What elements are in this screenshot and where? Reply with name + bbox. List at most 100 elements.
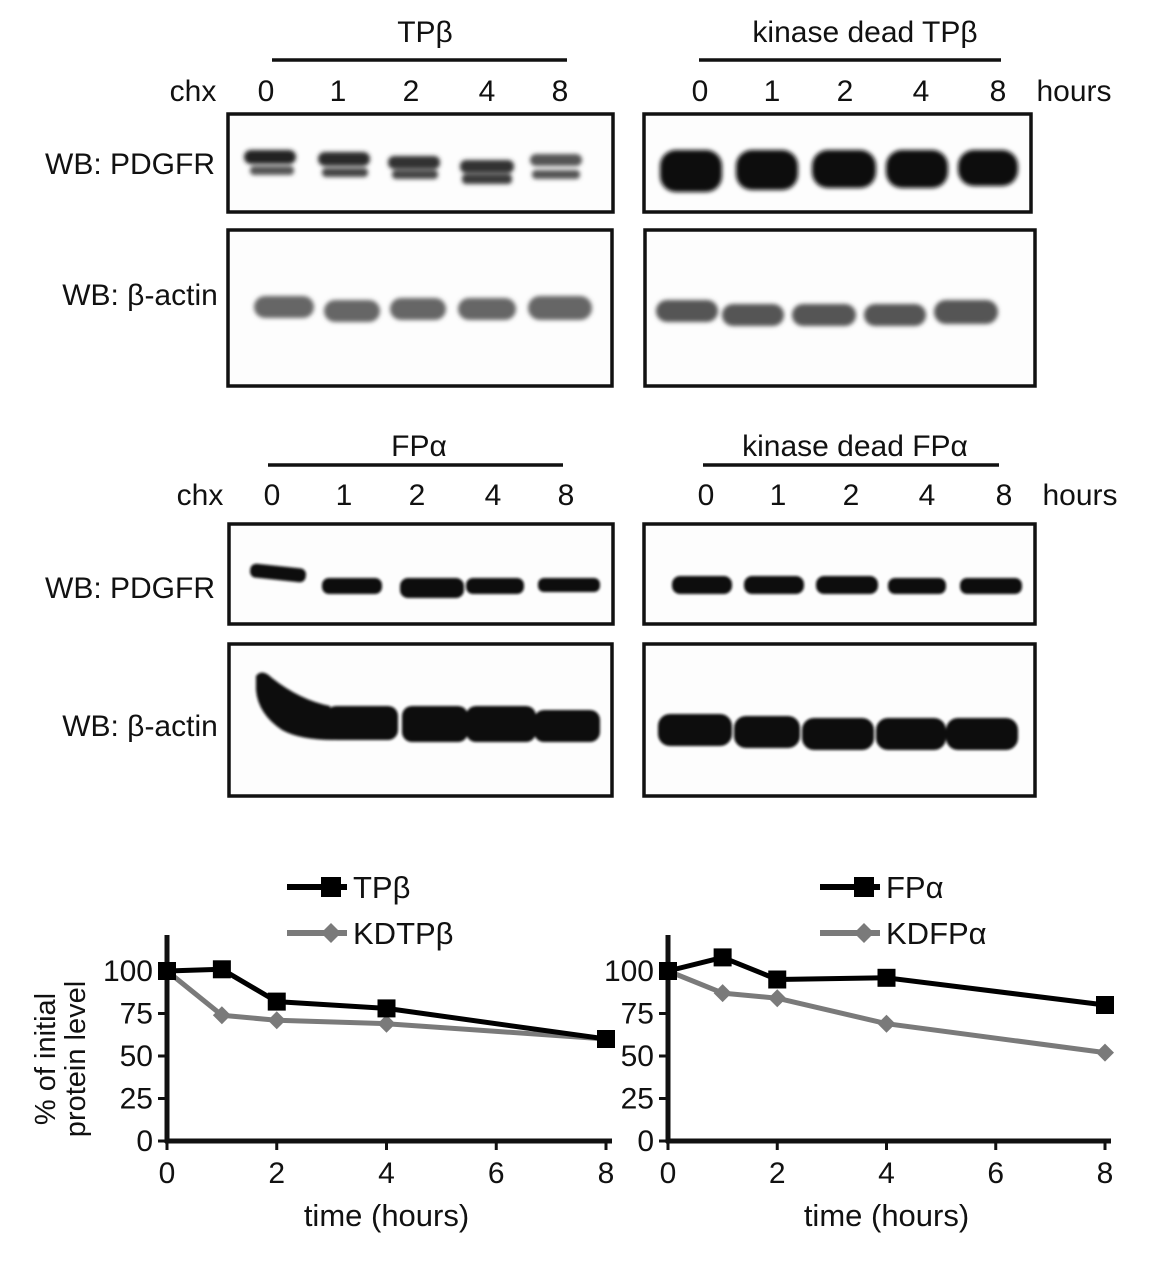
legend-marker bbox=[854, 923, 874, 943]
group-title: TPβ bbox=[397, 16, 453, 49]
lane-label: 4 bbox=[913, 75, 930, 108]
lane-label: 2 bbox=[409, 479, 426, 512]
x-tick-label: 8 bbox=[1097, 1157, 1114, 1190]
data-point bbox=[1096, 996, 1114, 1014]
legend-marker bbox=[321, 923, 341, 943]
lane-label: 2 bbox=[837, 75, 854, 108]
lane-label: 4 bbox=[485, 479, 502, 512]
blot-group-kinase-dead-tpb: kinase dead TPβ 0 1 2 4 8 hours bbox=[642, 16, 1112, 388]
lane-label: 1 bbox=[770, 479, 787, 512]
lane-label: 0 bbox=[264, 479, 281, 512]
x-tick-label: 4 bbox=[878, 1157, 895, 1190]
x-tick-label: 8 bbox=[598, 1157, 615, 1190]
lane-label: 8 bbox=[552, 75, 569, 108]
y-tick-label: 50 bbox=[120, 1040, 153, 1073]
x-tick-label: 2 bbox=[769, 1157, 786, 1190]
legend-label: TPβ bbox=[353, 870, 410, 905]
blot-group-tpb: TPβ chx 0 1 2 4 8 WB: PDGFR WB: β-actin bbox=[45, 16, 615, 388]
legend-label: KDFPα bbox=[886, 916, 987, 951]
data-point bbox=[597, 1030, 615, 1048]
row-label: WB: β-actin bbox=[62, 279, 218, 312]
y-tick-label: 25 bbox=[621, 1083, 654, 1116]
data-point bbox=[877, 1014, 896, 1033]
row-label: WB: PDGFR bbox=[45, 148, 215, 181]
y-tick-label: 0 bbox=[637, 1125, 654, 1158]
lane-label: 8 bbox=[990, 75, 1007, 108]
group-title: FPα bbox=[391, 430, 447, 463]
lane-label: 0 bbox=[698, 479, 715, 512]
row-label: WB: β-actin bbox=[62, 710, 218, 743]
chx-label: chx bbox=[170, 75, 217, 108]
y-tick-label: 100 bbox=[103, 955, 153, 988]
lane-label: 0 bbox=[692, 75, 709, 108]
x-axis-label: time (hours) bbox=[304, 1198, 469, 1233]
unit-label: hours bbox=[1036, 75, 1111, 108]
data-point bbox=[713, 948, 732, 967]
data-point bbox=[877, 968, 896, 987]
y-tick-label: 100 bbox=[604, 955, 654, 988]
lane-label: 8 bbox=[996, 479, 1013, 512]
lane-label: 1 bbox=[764, 75, 781, 108]
lane-label: 4 bbox=[479, 75, 496, 108]
y-tick-label: 50 bbox=[621, 1040, 654, 1073]
bands bbox=[250, 563, 600, 598]
chx-label: chx bbox=[177, 479, 224, 512]
data-point bbox=[377, 999, 396, 1018]
y-tick-label: 75 bbox=[120, 998, 153, 1031]
chart-fpa: 0 25 50 75 100 0 2 4 6 8 time (hours) FPα KDFPα bbox=[604, 870, 1114, 1233]
series-primary bbox=[158, 960, 615, 1048]
legend: FPα KDFPα bbox=[820, 870, 987, 951]
legend-marker bbox=[321, 877, 341, 897]
data-point bbox=[1096, 1043, 1114, 1062]
group-title: kinase dead FPα bbox=[742, 430, 968, 463]
lane-label: 0 bbox=[258, 75, 275, 108]
y-tick-label: 75 bbox=[621, 998, 654, 1031]
data-point bbox=[768, 989, 787, 1008]
y-tick-label: 25 bbox=[120, 1083, 153, 1116]
lane-label: 1 bbox=[336, 479, 353, 512]
data-point bbox=[212, 960, 231, 979]
group-title: kinase dead TPβ bbox=[752, 16, 977, 49]
data-point bbox=[267, 992, 286, 1011]
bands bbox=[660, 150, 1018, 192]
legend-marker bbox=[854, 877, 874, 897]
legend-label: FPα bbox=[886, 870, 944, 905]
unit-label: hours bbox=[1042, 479, 1117, 512]
bands bbox=[244, 150, 582, 184]
data-point bbox=[377, 1014, 396, 1033]
lane-label: 8 bbox=[558, 479, 575, 512]
series-primary bbox=[659, 948, 1114, 1014]
data-point bbox=[212, 1006, 231, 1025]
row-label: WB: PDGFR bbox=[45, 572, 215, 605]
x-tick-label: 2 bbox=[268, 1157, 285, 1190]
data-point bbox=[768, 970, 787, 989]
x-axis-label: time (hours) bbox=[804, 1198, 969, 1233]
chart-tpb: 0 25 50 75 100 0 2 4 6 8 time (hours) % of initialp… bbox=[30, 870, 615, 1233]
bands bbox=[658, 714, 1018, 750]
blot-group-fpa: FPα chx 0 1 2 4 8 WB: PDGFR WB: β-actin bbox=[45, 430, 615, 798]
bands bbox=[254, 296, 592, 322]
y-axis-label: % of initialprotein level bbox=[30, 981, 92, 1137]
blot-group-kinase-dead-fpa: kinase dead FPα 0 1 2 4 8 hours bbox=[642, 430, 1118, 798]
lane-label: 2 bbox=[403, 75, 420, 108]
data-point bbox=[713, 984, 732, 1003]
bands bbox=[656, 300, 998, 326]
x-tick-label: 6 bbox=[488, 1157, 505, 1190]
data-point bbox=[267, 1011, 286, 1030]
x-tick-label: 6 bbox=[987, 1157, 1004, 1190]
data-point bbox=[158, 962, 176, 980]
bands bbox=[256, 672, 600, 742]
x-tick-label: 4 bbox=[378, 1157, 395, 1190]
blot-panel-pdgfr bbox=[642, 522, 1037, 626]
legend-label: KDTPβ bbox=[353, 916, 454, 951]
legend: TPβ KDTPβ bbox=[287, 870, 454, 951]
lane-label: 1 bbox=[330, 75, 347, 108]
lane-label: 4 bbox=[919, 479, 936, 512]
x-tick-label: 0 bbox=[660, 1157, 677, 1190]
y-tick-label: 0 bbox=[136, 1125, 153, 1158]
axes: 0 25 50 75 100 0 2 4 6 8 bbox=[604, 935, 1113, 1190]
lane-label: 2 bbox=[843, 479, 860, 512]
bands bbox=[672, 576, 1022, 594]
data-point bbox=[659, 962, 677, 980]
